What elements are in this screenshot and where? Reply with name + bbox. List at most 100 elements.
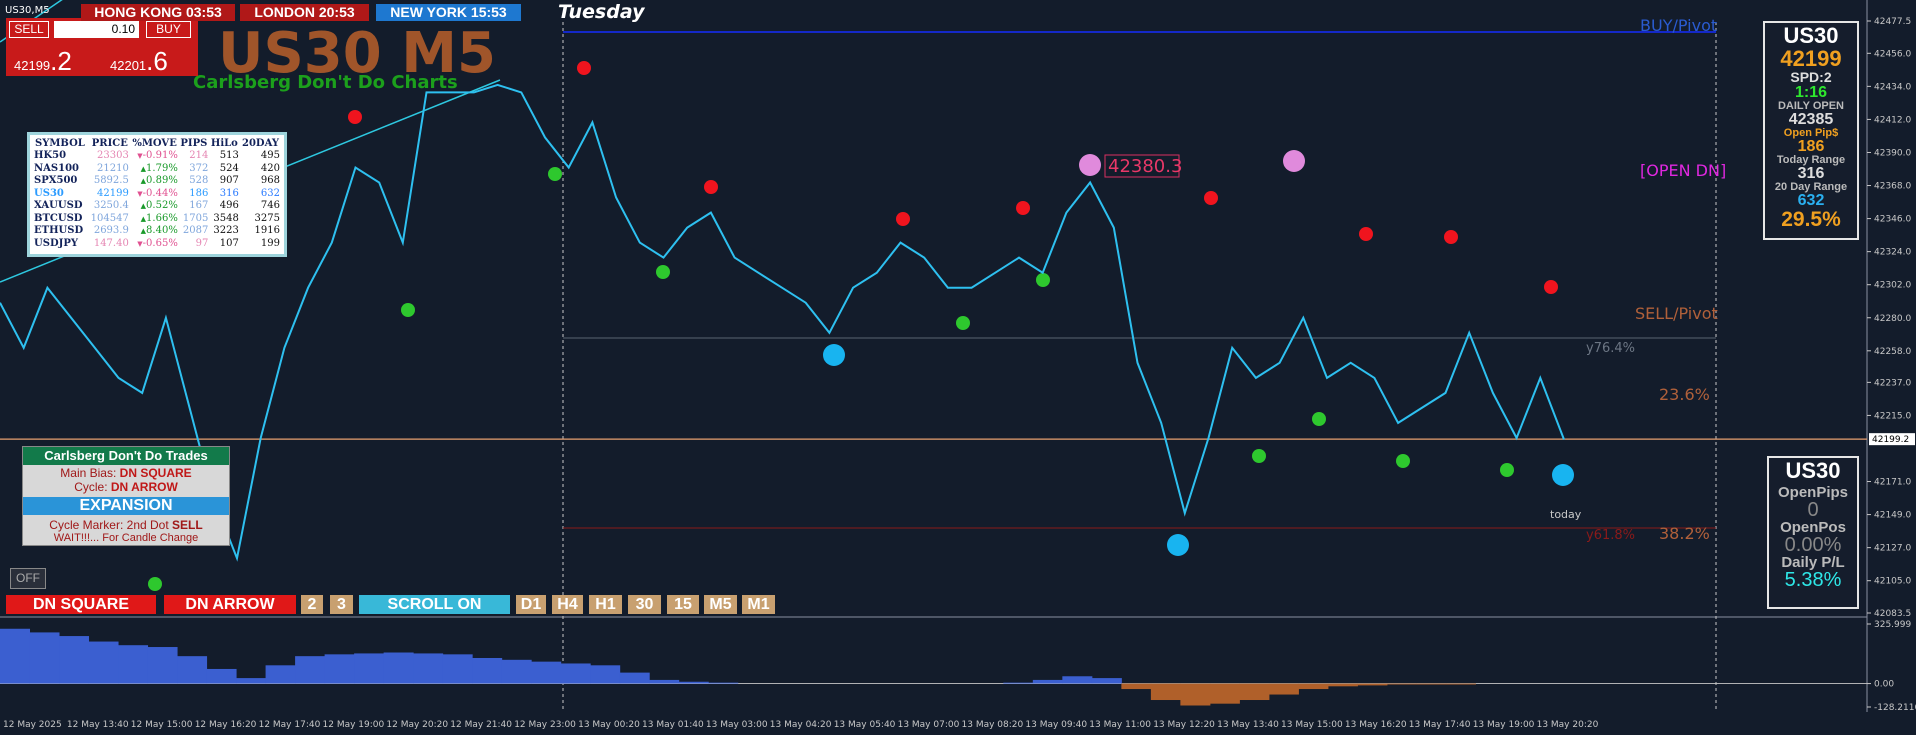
toolbar-button[interactable]: 15 — [667, 595, 699, 614]
histogram-bar — [1268, 683, 1299, 695]
toolbar-button[interactable]: SCROLL ON — [359, 595, 510, 614]
ask-frac: .6 — [146, 46, 168, 76]
pivot-dot — [1396, 454, 1410, 468]
lot-input[interactable]: 0.10 — [54, 21, 139, 38]
level-label: 38.2% — [1659, 524, 1710, 543]
histogram-bar — [236, 678, 267, 684]
table-cell: ETHUSD — [34, 225, 84, 236]
chart-title: US30 M5 — [218, 21, 496, 86]
table-cell: 167 — [189, 200, 209, 211]
time-label: 13 May 09:40 — [1025, 720, 1087, 730]
buy-button[interactable]: BUY — [146, 21, 191, 38]
info-panel: US30 42199 SPD:2 1:16 DAILY OPEN 42385 O… — [1763, 21, 1859, 240]
pivot-dot — [1312, 412, 1326, 426]
pivot-dot — [704, 180, 718, 194]
marker-label: Cycle Marker: 2nd Dot — [49, 518, 169, 532]
time-label: 12 May 16:20 — [195, 720, 257, 730]
table-cell: 968 — [260, 175, 280, 186]
bias-label: Main Bias: — [60, 466, 117, 480]
table-cell: 496 — [219, 200, 239, 211]
table-cell: 5892.5 — [93, 175, 129, 186]
level-label: [OPEN DN] — [1640, 161, 1726, 180]
toolbar-button[interactable]: M1 — [742, 595, 775, 614]
toolbar-button[interactable]: D1 — [516, 595, 546, 614]
pivot-dot — [548, 167, 562, 181]
histogram-bar — [708, 682, 739, 684]
table-cell: 524 — [219, 162, 239, 174]
time-label: 13 May 07:00 — [898, 720, 960, 730]
table-cell: 420 — [260, 162, 280, 174]
table-cell: 746 — [260, 200, 280, 211]
info-price: 42199 — [1780, 46, 1842, 71]
ask-main: 42201 — [110, 58, 147, 73]
table-cell: 42199 — [97, 187, 129, 199]
histogram-bar — [678, 681, 709, 684]
pivot-dot — [1016, 201, 1030, 215]
pivot-dot — [1252, 449, 1266, 463]
table-cell: NAS100 — [34, 162, 79, 174]
pivot-dot — [896, 212, 910, 226]
toolbar-button[interactable]: 3 — [330, 595, 353, 614]
clock: LONDON 20:53 — [240, 4, 369, 21]
pivot-dot — [1204, 191, 1218, 205]
chart-subtitle: Carlsberg Don't Do Charts — [193, 72, 458, 93]
table-cell: 147.40 — [93, 237, 129, 249]
pivot-dot — [401, 303, 415, 317]
pivot-dot — [1036, 273, 1050, 287]
histogram-bar — [413, 653, 444, 684]
y-tick-label: 42127.0 — [1874, 544, 1911, 554]
histogram-bar — [1150, 683, 1181, 701]
level-label: BUY/Pivot — [1640, 16, 1717, 35]
table-row: US30 42199-0.44% 186 316 632 — [34, 188, 280, 201]
table-cell: 907 — [219, 175, 239, 186]
histogram-bar — [324, 654, 355, 684]
toolbar-button[interactable]: H4 — [552, 595, 583, 614]
time-label: 13 May 00:20 — [578, 720, 640, 730]
time-label: 13 May 01:40 — [642, 720, 704, 730]
table-cell: 199 — [260, 237, 280, 249]
toolbar-button[interactable]: H1 — [589, 595, 622, 614]
pl-panel: US30 OpenPips 0 OpenPos 0.00% Daily P/L … — [1767, 456, 1859, 609]
table-cell: 0.52% — [129, 200, 178, 213]
histogram-bar — [531, 661, 562, 684]
table-cell: BTCUSD — [34, 212, 83, 224]
cycle-value: DN ARROW — [110, 480, 178, 494]
y-tick-label: 42456.0 — [1874, 49, 1911, 59]
table-cell: 3275 — [254, 212, 280, 224]
histogram-bar — [472, 657, 503, 684]
toolbar-button[interactable]: 30 — [628, 595, 661, 614]
marker-label: 42380.3 — [1108, 156, 1182, 177]
histogram-bar — [0, 628, 31, 684]
histogram-bar — [1062, 676, 1093, 684]
time-label: 13 May 11:00 — [1089, 720, 1151, 730]
pl-label: OpenPos — [1780, 519, 1846, 536]
info-timer: 1:16 — [1794, 84, 1828, 101]
panel-title: Carlsberg Don't Do Trades — [23, 447, 229, 465]
toolbar-button[interactable]: DN SQUARE — [6, 595, 156, 614]
toolbar-button[interactable]: M5 — [704, 595, 737, 614]
level-label: y61.8% — [1586, 528, 1635, 543]
toolbar-button[interactable]: DN ARROW — [164, 595, 296, 614]
symbol-label: US30,M5 — [5, 5, 50, 16]
histogram-bar — [560, 663, 591, 684]
time-label: 13 May 19:00 — [1473, 720, 1535, 730]
cycle-label: Cycle: — [74, 480, 108, 494]
column-header: SYMBOL — [35, 138, 85, 149]
table-cell: 2087 — [182, 225, 209, 236]
table-cell: 104547 — [90, 212, 129, 224]
y-tick-label: 42258.0 — [1874, 347, 1911, 357]
histogram-bar — [1121, 683, 1152, 690]
table-cell: 1916 — [254, 225, 280, 236]
table-cell: 97 — [195, 237, 209, 249]
toolbar-button[interactable]: 2 — [301, 595, 323, 614]
histogram-bar — [383, 652, 414, 684]
time-label: 13 May 08:20 — [962, 720, 1024, 730]
symbol-table-grid: SYMBOLPRICE%MOVEPIPSHiLo20DAYHK5023303-0… — [34, 137, 280, 250]
table-cell: 1705 — [182, 212, 209, 224]
off-button[interactable]: OFF — [10, 568, 46, 589]
bias-line: Main Bias: DN SQUARE — [23, 466, 229, 480]
sell-button[interactable]: SELL — [9, 21, 49, 38]
histogram-bar — [1209, 683, 1240, 704]
y-tick-label: -128.2116 — [1874, 703, 1916, 713]
